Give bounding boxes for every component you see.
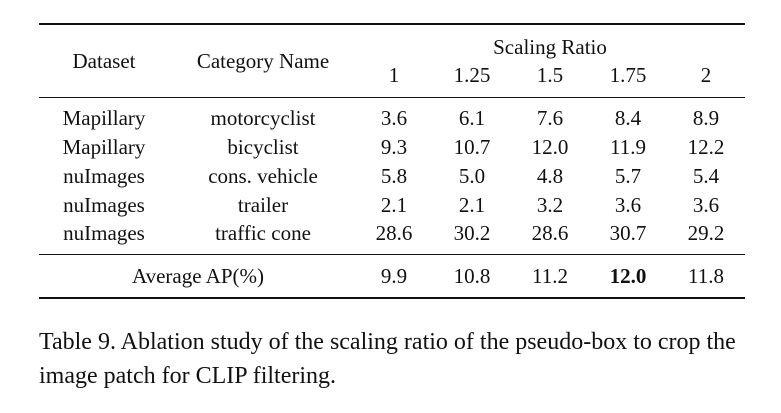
- row-value: 3.6: [692, 193, 720, 217]
- row-value: 2.1: [380, 193, 408, 217]
- header-ratio: 1: [388, 63, 400, 87]
- header-scaling-ratio: Scaling Ratio: [493, 35, 607, 59]
- row-category: cons. vehicle: [208, 164, 318, 188]
- row-value: 3.6: [380, 106, 408, 130]
- row-value: 8.4: [614, 106, 642, 130]
- row-dataset: Mapillary: [62, 106, 146, 130]
- row-category: traffic cone: [215, 221, 311, 245]
- average-value: 9.9: [380, 264, 408, 288]
- row-category: bicyclist: [227, 135, 299, 159]
- row-value: 3.6: [614, 193, 642, 217]
- header-ratio: 2: [700, 63, 712, 87]
- table-top-rule: [39, 23, 745, 25]
- row-value: 3.2: [536, 193, 564, 217]
- row-value: 5.8: [380, 164, 408, 188]
- row-value: 2.1: [458, 193, 486, 217]
- row-category: motorcyclist: [210, 106, 316, 130]
- row-value: 10.7: [453, 135, 491, 159]
- row-value: 12.0: [531, 135, 569, 159]
- header-ratio: 1.25: [453, 63, 491, 87]
- row-value: 29.2: [687, 221, 725, 245]
- row-dataset: nuImages: [63, 164, 145, 188]
- row-value: 8.9: [692, 106, 720, 130]
- row-value: 6.1: [458, 106, 486, 130]
- row-value: 30.7: [609, 221, 647, 245]
- row-value: 12.2: [687, 135, 725, 159]
- header-category-name: Category Name: [196, 49, 330, 73]
- row-value: 5.7: [614, 164, 642, 188]
- row-value: 5.4: [692, 164, 720, 188]
- row-dataset: Mapillary: [62, 135, 146, 159]
- row-value: 11.9: [610, 135, 646, 159]
- row-value: 28.6: [531, 221, 569, 245]
- header-ratio: 1.5: [536, 63, 564, 87]
- row-value: 4.8: [536, 164, 564, 188]
- table-bottom-rule: [39, 297, 745, 299]
- average-label: Average AP(%): [132, 264, 264, 288]
- header-dataset: Dataset: [72, 49, 136, 73]
- average-value: 10.8: [453, 264, 491, 288]
- header-ratio: 1.75: [609, 63, 647, 87]
- row-value: 9.3: [380, 135, 408, 159]
- average-value-best: 12.0: [609, 264, 647, 288]
- average-rule: [39, 254, 745, 255]
- average-value: 11.8: [688, 264, 724, 288]
- row-value: 28.6: [375, 221, 413, 245]
- row-category: trailer: [237, 193, 289, 217]
- row-value: 30.2: [453, 221, 491, 245]
- row-value: 7.6: [536, 106, 564, 130]
- average-value: 11.2: [532, 264, 568, 288]
- row-value: 5.0: [458, 164, 486, 188]
- row-dataset: nuImages: [63, 193, 145, 217]
- table-caption: Table 9. Ablation study of the scaling r…: [39, 329, 736, 389]
- header-rule: [39, 97, 745, 98]
- row-dataset: nuImages: [63, 221, 145, 245]
